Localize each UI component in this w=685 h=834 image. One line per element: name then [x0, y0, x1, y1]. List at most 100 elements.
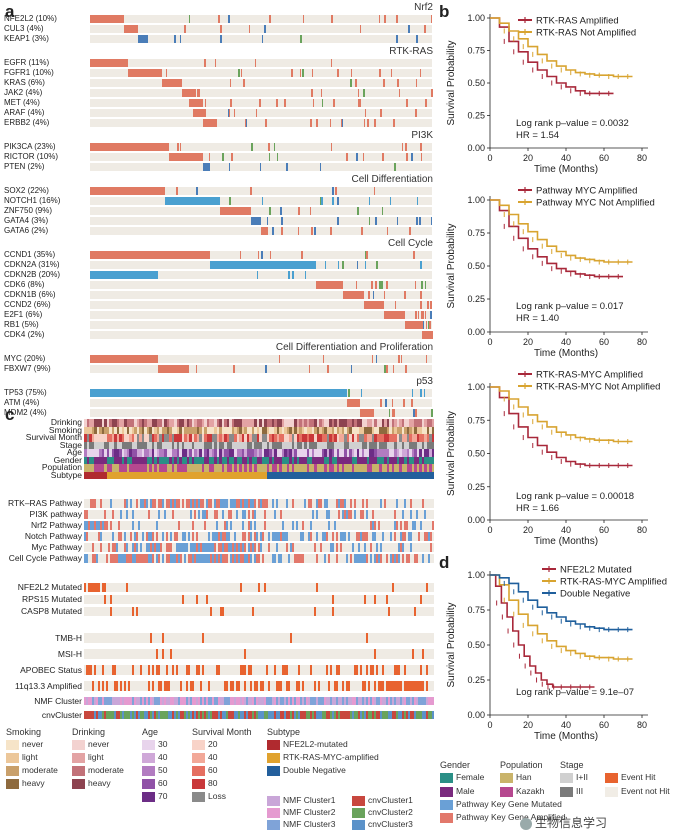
- clinical-cell: [136, 441, 140, 449]
- cluster-cell: [276, 697, 279, 705]
- panel-letter-a: a: [5, 2, 15, 21]
- event-cell: [248, 532, 250, 541]
- clinical-cell: [121, 426, 125, 434]
- clinical-cell: [109, 456, 112, 464]
- event-cell: [420, 665, 422, 675]
- event-cell: [260, 543, 262, 552]
- event-cell: [372, 510, 374, 519]
- feature-label: Stage: [59, 439, 82, 450]
- clinical-cell: [379, 464, 382, 472]
- event-cell: [302, 532, 304, 541]
- event-cell: [234, 543, 236, 552]
- clinical-cell: [111, 471, 115, 479]
- cluster-cell: [344, 711, 347, 719]
- wechat-icon: [520, 817, 532, 830]
- clinical-cell: [91, 441, 95, 449]
- clinical-cell: [274, 471, 277, 479]
- cluster-cell: [242, 711, 245, 719]
- cluster-cell: [90, 711, 93, 719]
- clinical-cell: [139, 464, 142, 472]
- cluster-cell: [120, 697, 123, 705]
- clinical-cell: [284, 434, 287, 442]
- cluster-cell: [422, 697, 425, 705]
- event-cell: [94, 665, 96, 675]
- clinical-cell: [336, 434, 340, 442]
- event-cell: [146, 543, 148, 552]
- clinical-cell: [116, 419, 120, 427]
- clinical-cell: [349, 419, 352, 427]
- cluster-cell: [408, 697, 411, 705]
- alteration-tick: [330, 59, 333, 67]
- event-cell: [162, 499, 164, 508]
- alteration-tick: [385, 399, 387, 407]
- clinical-cell: [211, 441, 215, 449]
- event-cell: [210, 607, 212, 616]
- cluster-cell: [398, 697, 401, 705]
- alteration-tick: [259, 99, 261, 107]
- gene-row: PIK3CA (23%): [0, 142, 436, 152]
- event-cell: [214, 510, 216, 519]
- event-cell: [112, 554, 114, 563]
- clinical-cell: [326, 456, 330, 464]
- event-cell: [208, 543, 210, 552]
- gene-track: [90, 99, 432, 107]
- cluster-cell: [162, 711, 165, 719]
- alteration-tick: [239, 251, 242, 259]
- y-tick-label: 0.25: [467, 675, 485, 685]
- clinical-cell: [86, 464, 90, 472]
- clinical-cell: [404, 441, 407, 449]
- event-cell: [308, 532, 310, 541]
- clinical-cell: [354, 464, 357, 472]
- event-cell: [288, 681, 290, 691]
- event-cell: [222, 510, 224, 519]
- event-cell: [84, 554, 86, 563]
- event-cell: [248, 554, 250, 563]
- alteration-block: [315, 281, 344, 289]
- clinical-cell: [366, 426, 370, 434]
- clinical-cell: [139, 426, 142, 434]
- clinical-cell: [129, 426, 132, 434]
- clinical-cell: [369, 456, 372, 464]
- event-cell: [150, 532, 152, 541]
- clinical-cell: [251, 441, 255, 449]
- clinical-cell: [306, 471, 310, 479]
- cluster-cell: [362, 711, 365, 719]
- event-cell: [184, 554, 186, 563]
- clinical-cell: [189, 464, 192, 472]
- clinical-cell: [179, 441, 182, 449]
- clinical-cell: [374, 441, 377, 449]
- clinical-cell: [356, 419, 360, 427]
- clinical-cell: [419, 426, 422, 434]
- cluster-cell: [302, 711, 305, 719]
- event-cell: [336, 543, 338, 552]
- event-cell: [278, 681, 280, 691]
- clinical-cell: [319, 456, 322, 464]
- cluster-cell: [166, 697, 169, 705]
- clinical-cell: [159, 434, 162, 442]
- clinical-cell: [366, 434, 370, 442]
- event-cell: [396, 665, 398, 675]
- event-cell: [240, 583, 242, 592]
- clinical-cell: [419, 464, 422, 472]
- alteration-block: [363, 301, 385, 309]
- clinical-cell: [121, 464, 125, 472]
- clinical-cell: [119, 434, 122, 442]
- event-cell: [328, 521, 330, 530]
- event-cell: [330, 543, 332, 552]
- clinical-cell: [111, 426, 115, 434]
- event-cell: [158, 510, 160, 519]
- event-cell: [274, 665, 276, 675]
- cluster-cell: [388, 697, 391, 705]
- gene-label: MET (4%): [4, 98, 40, 107]
- clinical-cell: [401, 441, 405, 449]
- clinical-cell: [374, 464, 377, 472]
- clinical-cell: [221, 449, 225, 457]
- cluster-cell: [258, 697, 261, 705]
- event-cell: [224, 543, 226, 552]
- clinical-cell: [256, 449, 260, 457]
- event-cell: [428, 554, 430, 563]
- alteration-tick: [375, 355, 377, 363]
- clinical-cell: [384, 441, 387, 449]
- event-cell: [426, 681, 428, 691]
- event-cell: [426, 665, 428, 675]
